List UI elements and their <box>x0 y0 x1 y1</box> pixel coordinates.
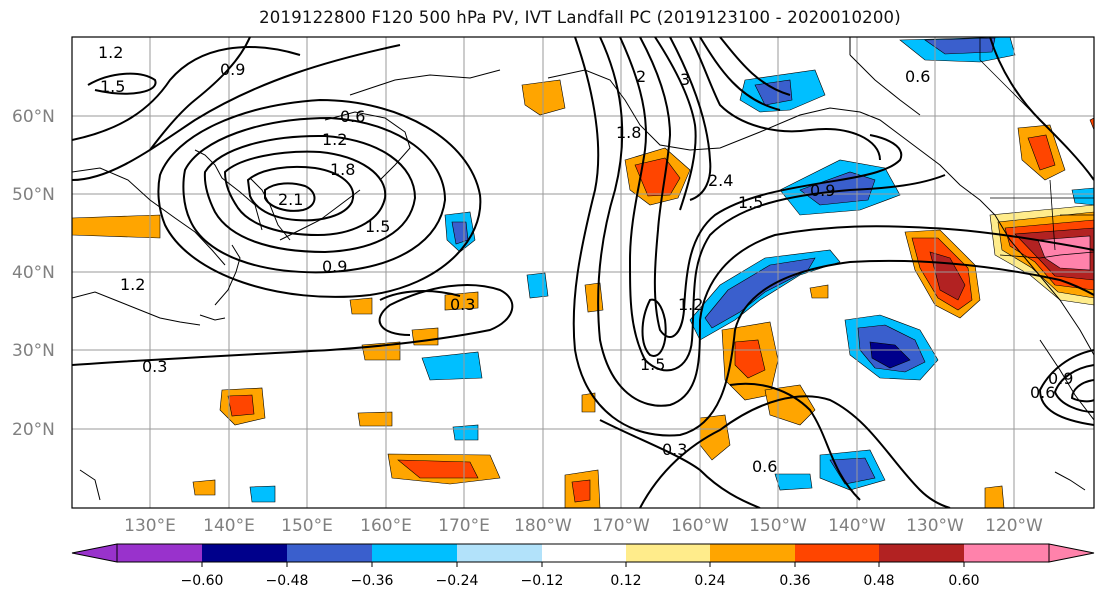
colorbar-extend-low <box>71 543 118 563</box>
contour-label: 0.9 <box>810 181 835 200</box>
lon-label: 180°W <box>514 516 572 536</box>
colorbar-cell <box>964 544 1049 562</box>
lat-label: 20°N <box>12 420 55 440</box>
contour-label: 0.3 <box>450 295 475 314</box>
contour-label: 1.2 <box>678 295 703 314</box>
contour-label: 0.3 <box>662 440 687 459</box>
contour-label: 1.8 <box>330 160 355 179</box>
colorbar-cell <box>710 544 795 562</box>
lat-label: 40°N <box>12 263 55 283</box>
contour-label: 0.9 <box>322 257 347 276</box>
lon-label: 170°E <box>438 516 490 536</box>
contour-label: 1.5 <box>100 77 125 96</box>
colorbar-tick-label: 0.24 <box>694 573 725 589</box>
lat-label: 60°N <box>12 107 55 127</box>
colorbar-cell <box>372 544 457 562</box>
map-frame <box>71 36 1095 509</box>
lon-label: 150°E <box>281 516 333 536</box>
colorbar-tick-label: −0.48 <box>266 573 309 589</box>
contour-label: 2.1 <box>278 190 303 209</box>
map-title: 2019122800 F120 500 hPa PV, IVT Landfall… <box>259 8 901 27</box>
colorbar-cell <box>202 544 287 562</box>
colorbar-tick-label: 0.36 <box>779 573 810 589</box>
colorbar-cell <box>795 544 879 562</box>
contour-label: 0.9 <box>1048 369 1073 388</box>
contour-label: 1.2 <box>98 43 123 62</box>
lon-label: 140°W <box>828 516 886 536</box>
lon-label: 140°E <box>203 516 255 536</box>
contour-label: 0.3 <box>142 357 167 376</box>
contour-label: 0.6 <box>1030 383 1055 402</box>
contour-label: 0.6 <box>340 107 365 126</box>
contour-label: 0.6 <box>752 457 777 476</box>
contour-label: 1.5 <box>738 193 763 212</box>
colorbar-tick-label: −0.24 <box>436 573 479 589</box>
lon-label: 160°W <box>671 516 729 536</box>
lon-label: 150°W <box>749 516 807 536</box>
lat-label: 30°N <box>12 341 55 361</box>
colorbar: −0.60 −0.48 −0.36 −0.24 −0.12 0.12 0.24 … <box>71 543 1095 589</box>
colorbar-cell <box>542 544 626 562</box>
contour-label: 1.8 <box>616 123 641 142</box>
contour-labels: 1.2 1.5 0.9 0.6 1.2 1.8 2.1 1.5 0.9 0.3 … <box>98 43 1073 476</box>
colorbar-tick-label: 0.48 <box>863 573 894 589</box>
pv-contours <box>72 37 1094 508</box>
contour-label: 1.5 <box>640 355 665 374</box>
colorbar-cell <box>117 544 202 562</box>
colorbar-frame <box>116 543 1050 563</box>
colorbar-cell <box>287 544 372 562</box>
colorbar-cell <box>879 544 964 562</box>
contour-label: 1.2 <box>120 275 145 294</box>
colorbar-tick-label: 0.60 <box>948 573 979 589</box>
colorbar-tick-label: −0.36 <box>351 573 394 589</box>
contour-label: 0.6 <box>905 67 930 86</box>
latitude-labels: 60°N 50°N 40°N 30°N 20°N <box>12 107 55 440</box>
lon-label: 130°E <box>124 516 176 536</box>
colorbar-cell <box>626 544 710 562</box>
lon-label: 130°W <box>906 516 964 536</box>
contour-label: 2.4 <box>708 171 733 190</box>
colorbar-extend-high <box>1048 543 1095 563</box>
lon-label: 120°W <box>985 516 1043 536</box>
lon-label: 170°W <box>592 516 650 536</box>
contour-label: 3 <box>680 70 690 89</box>
graticule <box>72 37 1094 508</box>
lat-label: 50°N <box>12 185 55 205</box>
coastlines <box>72 37 1094 501</box>
colorbar-tick-label: 0.12 <box>610 573 641 589</box>
colorbar-tick-label: −0.12 <box>521 573 564 589</box>
contour-label: 1.5 <box>365 217 390 236</box>
colorbar-cell <box>457 544 542 562</box>
contour-label: 2 <box>636 67 646 86</box>
lon-label: 160°E <box>360 516 412 536</box>
colorbar-tick-label: −0.60 <box>181 573 224 589</box>
contour-label: 0.9 <box>220 60 245 79</box>
ivt-shading <box>72 37 1094 508</box>
longitude-labels: 130°E 140°E 150°E 160°E 170°E 180°W 170°… <box>124 516 1043 536</box>
contour-label: 1.2 <box>322 130 347 149</box>
